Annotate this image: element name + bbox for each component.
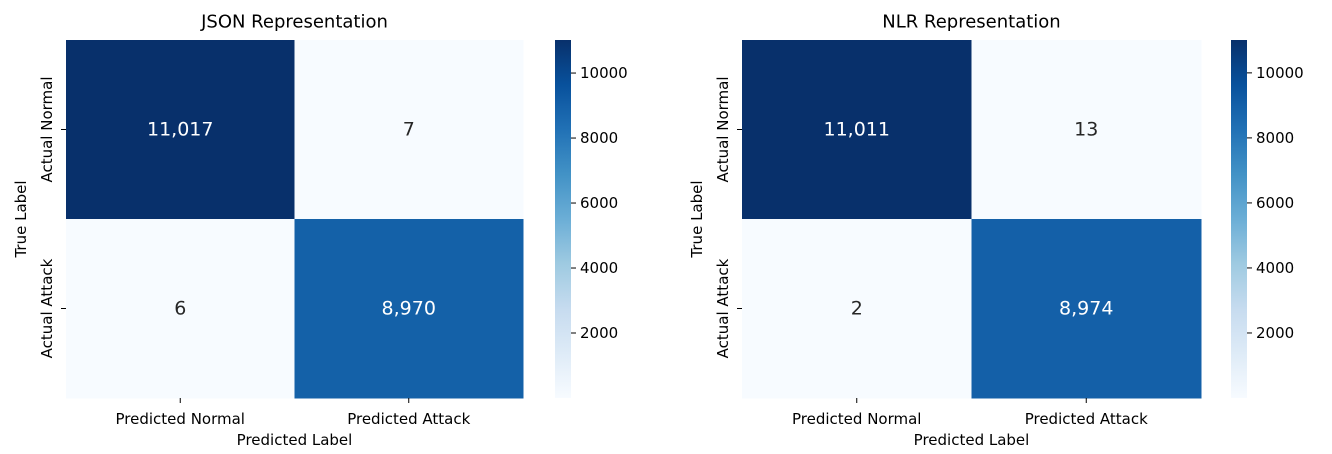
cell-value-label: 2 (851, 298, 863, 320)
y-axis-label: True Label (12, 180, 30, 258)
chart-title: NLR Representation (882, 12, 1060, 33)
cell-value-label: 11,017 (147, 119, 213, 141)
colorbar-tick-label: 10000 (1256, 64, 1304, 82)
x-tick-label: Predicted Attack (347, 410, 470, 428)
colorbar-tick-label: 4000 (1256, 259, 1294, 277)
heatmap-cell (294, 219, 524, 399)
cell-value-label: 6 (174, 298, 186, 320)
heatmap-cell (742, 219, 972, 399)
y-tick-label: Actual Normal (714, 76, 732, 182)
y-tick-label: Actual Normal (38, 76, 56, 182)
cell-value-label: 7 (403, 119, 415, 141)
chart-title: JSON Representation (200, 12, 388, 33)
x-axis-label: Predicted Label (914, 431, 1030, 449)
x-tick-label: Predicted Normal (792, 410, 921, 428)
colorbar-tick-label: 2000 (1256, 324, 1294, 342)
colorbar (555, 40, 571, 398)
heatmap-cell (294, 40, 524, 220)
x-tick-label: Predicted Normal (116, 410, 245, 428)
colorbar-tick-label: 10000 (580, 64, 628, 82)
cell-value-label: 11,011 (824, 119, 890, 141)
heatmap-cell (742, 40, 972, 220)
x-axis-label: Predicted Label (237, 431, 353, 449)
cell-value-label: 8,974 (1059, 298, 1113, 320)
colorbar-tick-label: 4000 (580, 259, 618, 277)
cell-value-label: 13 (1074, 119, 1098, 141)
colorbar-tick-label: 8000 (580, 129, 618, 147)
colorbar-tick-label: 2000 (580, 324, 618, 342)
heatmap-cell (66, 219, 295, 399)
y-axis-label: True Label (688, 180, 706, 258)
heatmap-cell (971, 219, 1202, 399)
x-tick-label: Predicted Attack (1025, 410, 1148, 428)
y-tick-label: Actual Attack (714, 258, 732, 358)
colorbar-tick-label: 6000 (1256, 194, 1294, 212)
cell-value-label: 8,970 (382, 298, 436, 320)
colorbar (1231, 40, 1247, 398)
colorbar-tick-label: 6000 (580, 194, 618, 212)
heatmap-cell (66, 40, 295, 220)
heatmap-cell (971, 40, 1202, 220)
colorbar-tick-label: 8000 (1256, 129, 1294, 147)
y-tick-label: Actual Attack (38, 258, 56, 358)
